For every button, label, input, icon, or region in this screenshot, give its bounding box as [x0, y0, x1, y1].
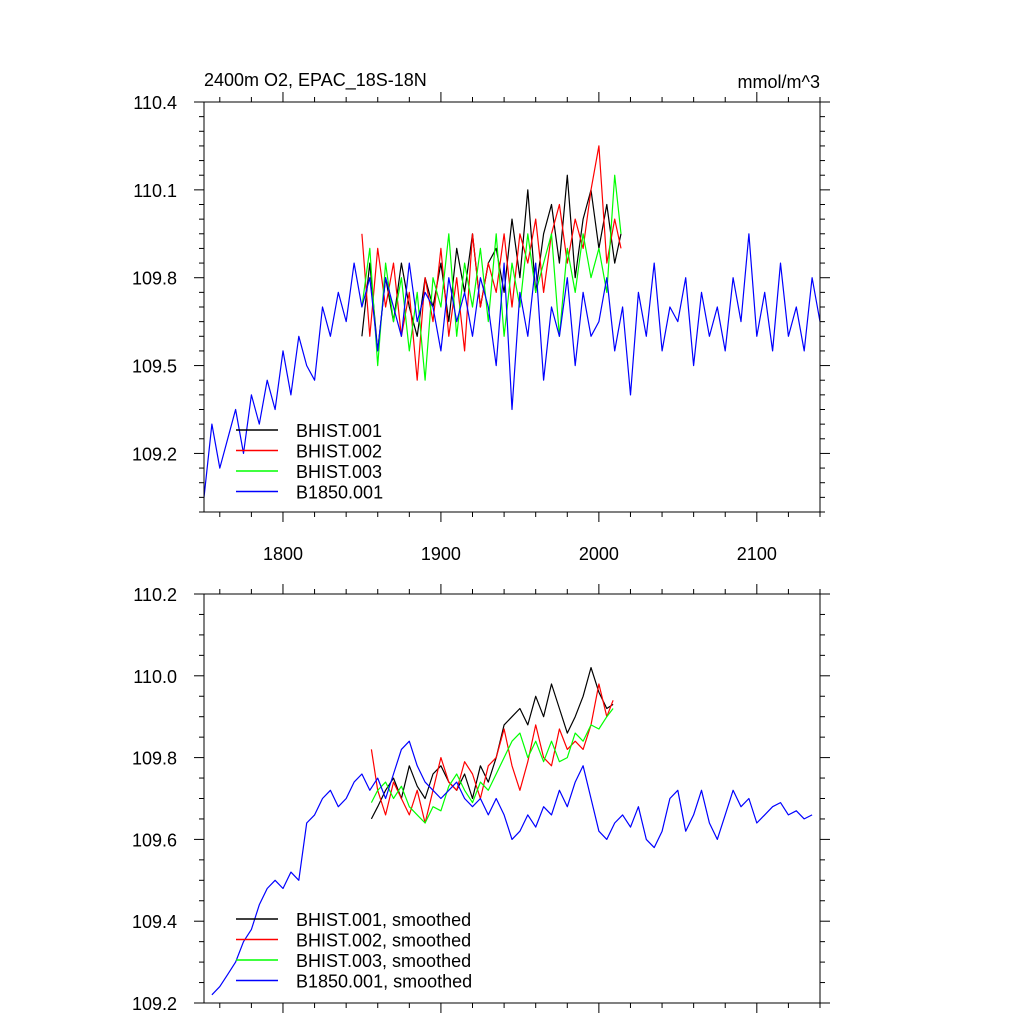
bottom-panel: 109.2 109.4 109.6 109.8 110.0 110.2 BHIST.001,…	[132, 584, 830, 1014]
series-line-bhist-002-smoothed	[370, 683, 614, 824]
y-tick-label: 109.6	[132, 830, 177, 850]
legend-label: B1850.001, smoothed	[296, 972, 472, 992]
y-tick-label: 109.8	[132, 749, 177, 769]
top-title-left: 2400m O2, EPAC_18S-18N	[204, 70, 427, 91]
y-tick-label: 109.5	[132, 357, 177, 377]
y-tick-label: 109.4	[132, 912, 177, 932]
series-line-bhist-003-smoothed	[370, 708, 614, 824]
legend-label: BHIST.001	[296, 421, 382, 441]
legend-label: BHIST.002, smoothed	[296, 931, 471, 951]
y-tick-label: 109.2	[132, 444, 177, 464]
series-group	[211, 666, 813, 996]
top-title-right: mmol/m^3	[738, 72, 820, 92]
series-line-bhist-001	[361, 174, 622, 352]
x-tick-label: 1900	[421, 544, 461, 564]
legend-label: BHIST.003	[296, 462, 382, 482]
y-tick-label: 110.0	[133, 667, 177, 687]
y-tick-label: 110.4	[133, 93, 177, 113]
series-line-bhist-003	[361, 174, 622, 381]
series-line-b1850-001	[204, 233, 820, 498]
legend-label: BHIST.001, smoothed	[296, 910, 471, 930]
y-tick-label: 109.8	[132, 269, 177, 289]
legend-label: BHIST.002	[296, 442, 382, 462]
y-tick-label: 110.2	[133, 585, 177, 605]
top-panel: 1800 1900 2000 2100 109.2 109.5 109.8 110.1 110.…	[132, 92, 830, 564]
x-tick-label: 2000	[579, 544, 619, 564]
legend-label: B1850.001	[296, 483, 383, 503]
series-line-b1850-001-smoothed	[211, 740, 813, 996]
series-line-bhist-002	[361, 145, 622, 381]
series-line-bhist-001-smoothed	[370, 666, 614, 820]
series-group	[204, 145, 820, 498]
x-tick-label: 1800	[263, 544, 303, 564]
legend-label: BHIST.003, smoothed	[296, 951, 471, 971]
y-tick-label: 110.1	[133, 181, 177, 201]
x-tick-label: 2100	[737, 544, 777, 564]
y-tick-label: 109.2	[132, 994, 177, 1014]
